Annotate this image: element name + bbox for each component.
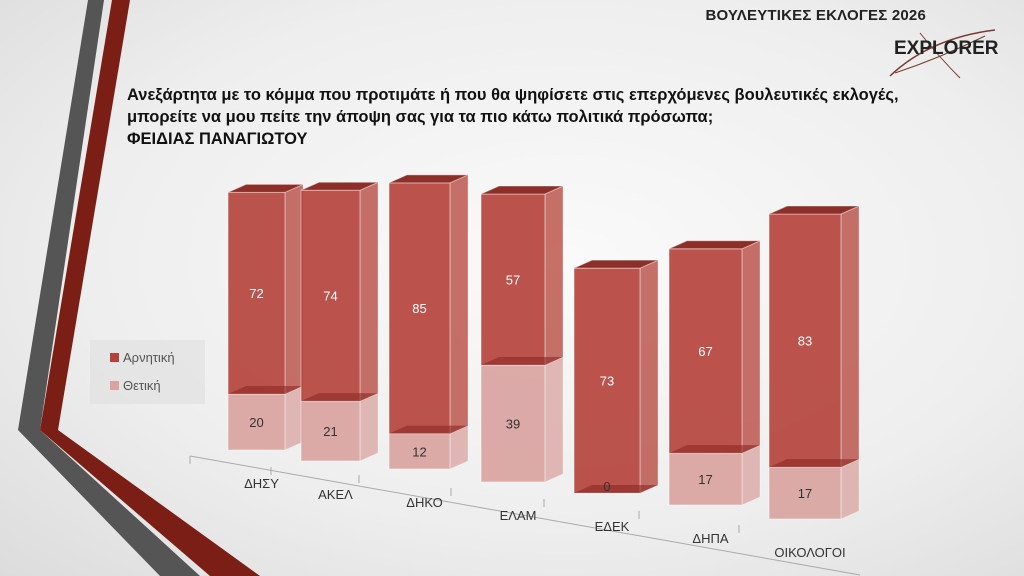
header-title: ΒΟΥΛΕΥΤΙΚΕΣ ΕΚΛΟΓΕΣ 2026 — [705, 7, 926, 24]
bar-divider — [389, 425, 468, 434]
bar-top — [300, 181, 379, 191]
explorer-logo: EXPLORER — [880, 28, 1000, 82]
bar-negative-side — [449, 174, 469, 435]
bar-negative — [768, 213, 842, 468]
category-label: ΔΗΣΥ — [244, 476, 279, 491]
bar-negative — [388, 182, 451, 435]
data-label-negative: 83 — [798, 334, 812, 349]
bar-top — [388, 174, 469, 184]
logo-text: EXPLORER — [894, 38, 999, 59]
legend-item-positive: Θετική — [110, 378, 161, 393]
data-label-positive: 17 — [698, 472, 712, 487]
bar-positive-side — [284, 385, 304, 451]
data-label-negative: 72 — [249, 286, 263, 301]
legend-label: Αρνητική — [123, 350, 175, 365]
data-label-positive: 17 — [798, 486, 812, 501]
category-label: ΑΚΕΛ — [318, 487, 353, 502]
data-label-negative: 57 — [506, 273, 520, 288]
bar-top — [668, 240, 761, 250]
bar-negative-side — [544, 185, 564, 366]
bar-divider — [481, 357, 563, 365]
question-subject: ΦΕΙΔΙΑΣ ΠΑΝΑΓΙΩΤΟΥ — [127, 130, 308, 148]
legend-swatch-negative — [110, 353, 119, 362]
question-line-2: μπορείτε να μου πείτε την άποψη σας για … — [127, 108, 714, 126]
data-label-positive: 0 — [603, 479, 610, 494]
data-label-positive: 12 — [412, 444, 426, 459]
legend-label: Θετική — [123, 378, 161, 393]
bar-divider — [228, 386, 303, 394]
bar-positive — [668, 452, 743, 506]
x-axis-line — [189, 455, 861, 576]
bar-negative — [573, 267, 641, 494]
bar-top — [480, 185, 564, 195]
bar-positive-side — [840, 458, 860, 520]
data-label-positive: 21 — [323, 424, 337, 439]
category-label: ΟΙΚΟΛΟΓΟΙ — [774, 545, 845, 560]
data-label-positive: 20 — [249, 415, 263, 430]
bar-negative — [668, 248, 743, 454]
bar-negative-side — [840, 205, 860, 468]
category-label: ΕΛΑΜ — [500, 508, 537, 523]
data-label-negative: 74 — [323, 289, 337, 304]
category-label: ΔΗΠΑ — [692, 531, 728, 546]
logo-swoosh-icon — [889, 29, 996, 79]
bar-negative-side — [741, 240, 761, 454]
question-line-1: Ανεξάρτητα με το κόμμα που προτιμάτε ή π… — [127, 86, 899, 104]
bar-positive — [388, 433, 451, 470]
bar-positive-side — [359, 392, 379, 462]
bar-negative-side — [639, 259, 659, 494]
data-label-negative: 73 — [600, 374, 614, 389]
bar-negative-side — [359, 181, 379, 402]
bar-divider — [574, 485, 658, 493]
bar-negative-side — [284, 183, 304, 395]
bar-negative — [480, 193, 546, 366]
bar-positive-side — [741, 444, 761, 506]
legend-swatch-positive — [110, 381, 119, 390]
bar-divider — [769, 459, 859, 468]
category-label: ΕΔΕΚ — [595, 519, 630, 534]
data-label-positive: 39 — [506, 417, 520, 432]
bar-divider — [301, 393, 378, 402]
bar-top — [768, 205, 860, 215]
bar-divider — [669, 445, 760, 454]
bar-positive — [768, 466, 842, 520]
bar-top — [227, 183, 304, 193]
legend-item-negative: Αρνητική — [110, 350, 175, 365]
chart-legend: Αρνητική Θετική — [90, 340, 205, 404]
bar-positive-side — [544, 356, 564, 483]
survey-question: Ανεξάρτητα με το κόμμα που προτιμάτε ή π… — [127, 84, 899, 150]
bar-positive — [300, 400, 361, 462]
category-label: ΔΗΚΟ — [406, 495, 442, 510]
bar-top — [573, 259, 659, 269]
data-label-negative: 67 — [698, 344, 712, 359]
data-label-negative: 85 — [412, 301, 426, 316]
bar-positive — [480, 364, 546, 483]
